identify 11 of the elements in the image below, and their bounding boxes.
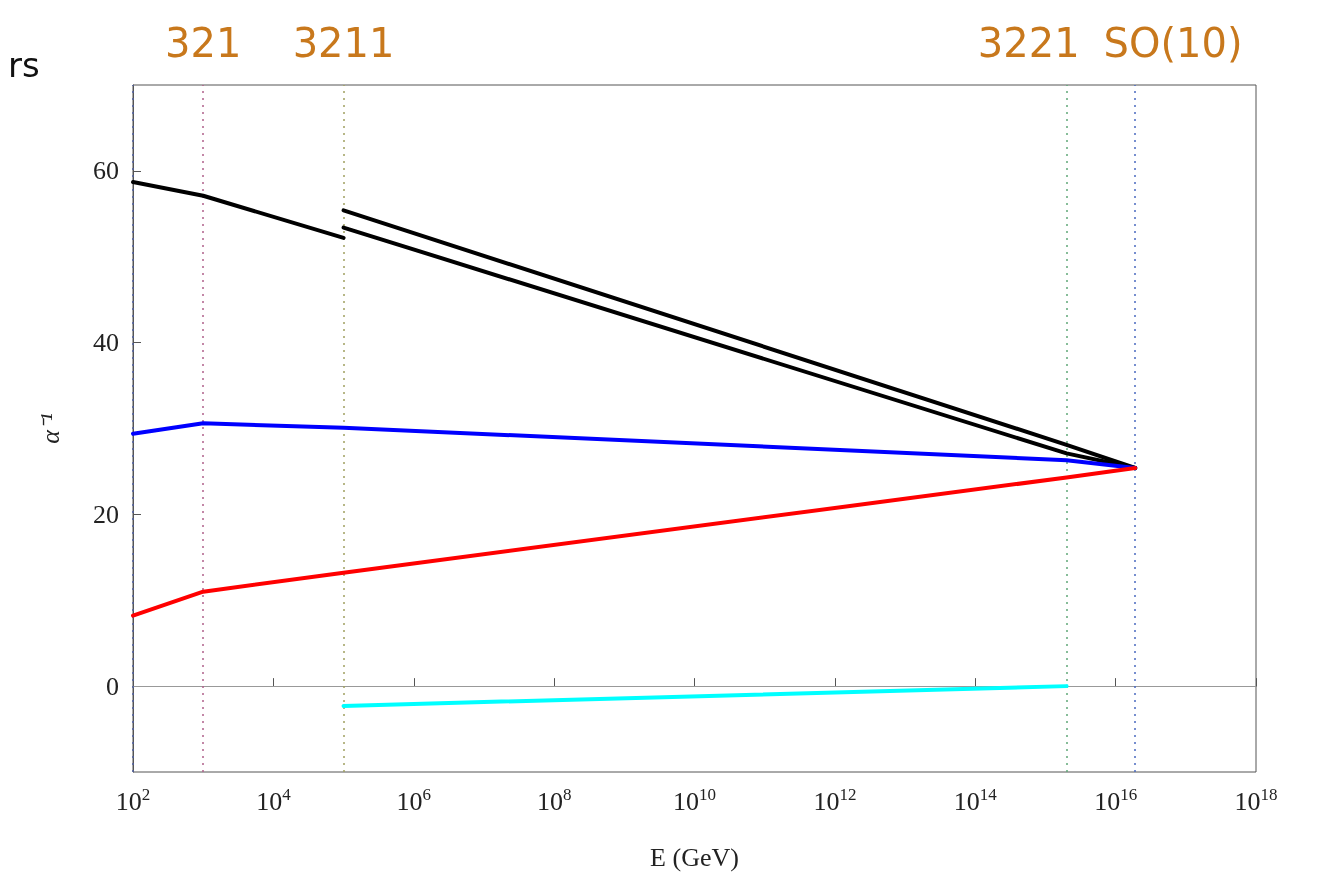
- annotation: 3221: [977, 20, 1080, 66]
- y-tick-label: 20: [93, 499, 119, 529]
- y-tick-label: 60: [93, 156, 119, 186]
- text: rs: [8, 45, 40, 85]
- annotation: 3211: [292, 20, 395, 66]
- y-axis-title: α⁻¹: [35, 413, 65, 444]
- y-tick-label: 40: [93, 328, 119, 358]
- annotation: SO(10): [1103, 20, 1243, 66]
- annotation: 321: [165, 20, 242, 66]
- x-axis-title: E (GeV): [650, 842, 739, 872]
- y-tick-label: 0: [106, 671, 119, 701]
